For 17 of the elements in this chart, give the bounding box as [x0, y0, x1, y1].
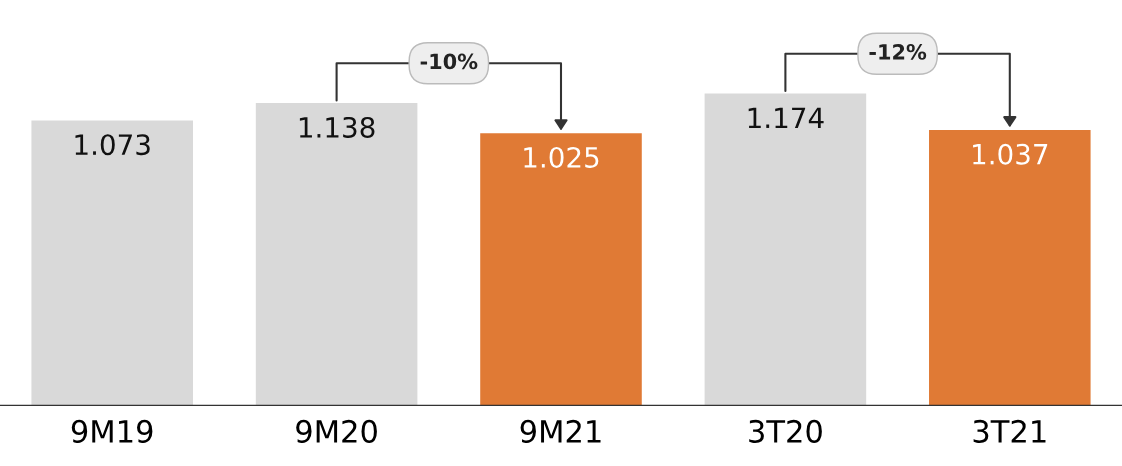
data-label: 1.037	[973, 143, 1048, 165]
data-label: 1.025	[524, 146, 599, 168]
bar	[929, 129, 1091, 406]
x-tick-label: 9M19	[71, 419, 153, 443]
x-tick-label: 3T21	[973, 419, 1046, 443]
bar	[704, 93, 867, 406]
x-tick-label: 9M21	[520, 419, 601, 443]
x-tick-label: 3T20	[749, 419, 822, 443]
data-label: 1.138	[299, 116, 375, 138]
bar	[31, 120, 193, 406]
data-label: 1.073	[75, 134, 150, 156]
text: -12%	[869, 44, 927, 60]
x-tick-label: 9M20	[296, 419, 377, 443]
data-label: 1.174	[748, 107, 824, 128]
bar	[255, 103, 418, 406]
bar	[480, 133, 642, 406]
text: -10%	[420, 53, 478, 70]
